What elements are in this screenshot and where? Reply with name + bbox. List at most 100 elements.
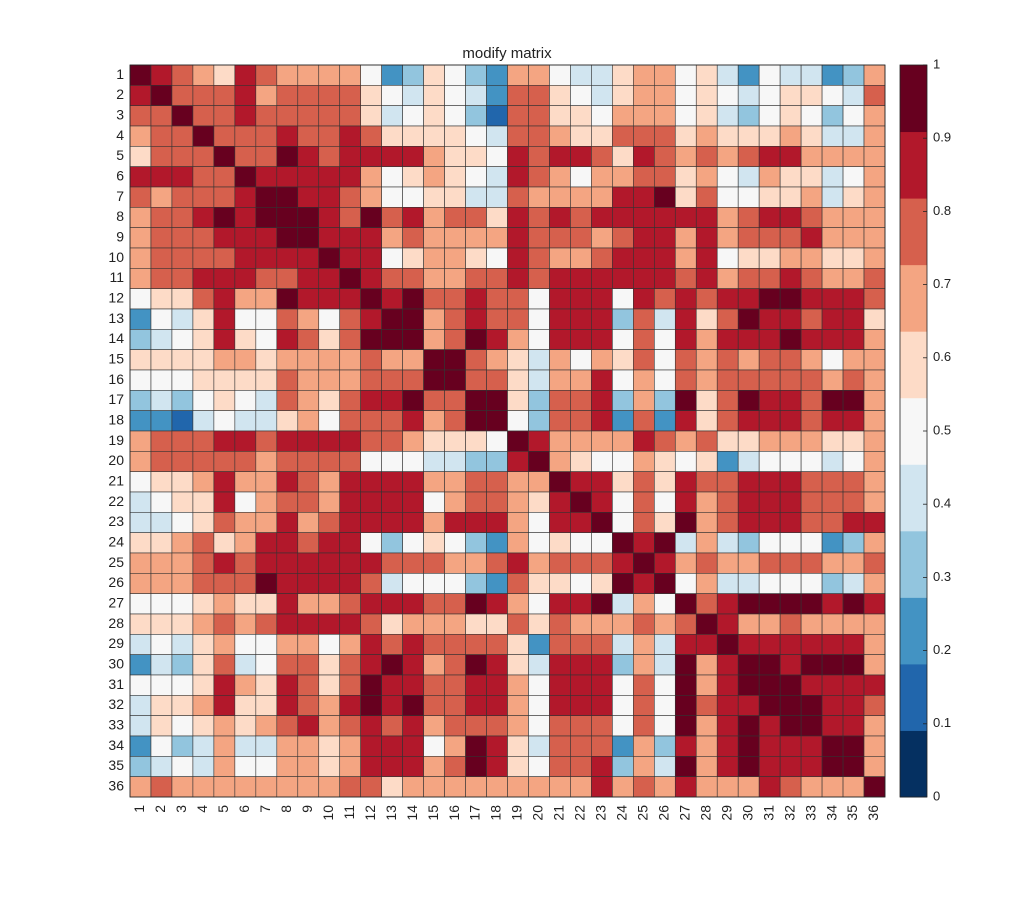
heatmap-cell [800, 613, 823, 635]
heatmap-cell [255, 735, 278, 757]
heatmap-cell [779, 695, 802, 716]
heatmap-cell [171, 146, 194, 167]
heatmap-cell [297, 613, 320, 635]
colorbar-segment [900, 663, 927, 731]
heatmap-cell [633, 715, 655, 737]
heatmap-cell [737, 207, 760, 228]
heatmap-cell [633, 64, 655, 86]
colorbar-tick-label: 0.9 [933, 130, 951, 145]
heatmap-cell [528, 207, 550, 228]
heatmap-cell [737, 288, 760, 310]
heatmap-cell [360, 227, 382, 249]
heatmap-cell [779, 369, 802, 391]
heatmap-cell [821, 451, 844, 472]
heatmap-cell [465, 471, 487, 493]
heatmap-cell [507, 715, 529, 737]
heatmap-cell [360, 207, 382, 228]
heatmap-cell [297, 634, 320, 655]
heatmap-cell [339, 410, 361, 432]
heatmap-cell [737, 573, 760, 594]
heatmap-cell [633, 695, 655, 716]
heatmap-cell [381, 329, 403, 350]
heatmap-cell [150, 349, 173, 371]
heatmap-cell [465, 105, 487, 127]
heatmap-cell [570, 715, 592, 737]
heatmap-cell [486, 85, 508, 106]
x-tick-label: 29 [718, 805, 734, 821]
heatmap-cell [360, 491, 382, 513]
heatmap-cell [863, 430, 886, 452]
heatmap-cell [507, 573, 529, 594]
heatmap-cell [171, 776, 194, 798]
heatmap-cell [150, 207, 173, 228]
heatmap-cell [381, 64, 403, 86]
heatmap-cell [737, 735, 760, 757]
heatmap-cell [800, 756, 823, 777]
y-tick-label: 35 [108, 757, 124, 773]
heatmap-cell [549, 125, 571, 147]
heatmap-cell [339, 64, 361, 86]
heatmap-cell [318, 776, 341, 798]
heatmap-cell [402, 756, 424, 777]
heatmap-cell [297, 369, 320, 391]
heatmap-cell [821, 349, 844, 371]
heatmap-cell [360, 430, 382, 452]
heatmap-cell [528, 268, 550, 289]
heatmap-cell [507, 105, 529, 127]
heatmap-cell [318, 512, 341, 533]
heatmap-cell [549, 64, 571, 86]
heatmap-cell [171, 105, 194, 127]
heatmap-cell [486, 207, 508, 228]
x-tick-label: 6 [236, 805, 252, 813]
heatmap-cell [318, 268, 341, 289]
heatmap-cell [507, 593, 529, 615]
heatmap-cell [234, 329, 257, 350]
x-tick-label: 28 [697, 805, 713, 821]
heatmap-cell [528, 308, 550, 330]
heatmap-cell [528, 166, 550, 188]
heatmap-cell [800, 105, 823, 127]
x-tick-label: 16 [446, 805, 462, 821]
heatmap-cell [213, 654, 236, 676]
heatmap-cell [381, 593, 403, 615]
heatmap-cell [150, 674, 173, 696]
heatmap-cell [612, 471, 634, 493]
heatmap-cell [528, 634, 550, 655]
heatmap-cell [381, 654, 403, 676]
heatmap-cell [213, 64, 236, 86]
heatmap-cell [423, 634, 445, 655]
heatmap-cell [758, 268, 781, 289]
heatmap-cell [591, 756, 613, 777]
heatmap-cell [779, 512, 802, 533]
heatmap-cell [674, 471, 697, 493]
heatmap-cell [591, 776, 613, 798]
heatmap-cell [465, 247, 487, 269]
heatmap-cell [402, 64, 424, 86]
heatmap-cell [402, 613, 424, 635]
heatmap-cell [402, 329, 424, 350]
heatmap-cell [633, 186, 655, 208]
heatmap-cell [423, 85, 445, 106]
heatmap-cell [444, 85, 466, 106]
heatmap-cell [444, 512, 466, 533]
heatmap-cell [234, 369, 257, 391]
heatmap-cell [528, 451, 550, 472]
heatmap-cell [716, 288, 739, 310]
heatmap-cell [674, 268, 697, 289]
heatmap-cell [171, 308, 194, 330]
heatmap-cell [528, 776, 550, 798]
y-tick-label: 16 [108, 371, 124, 387]
heatmap-cell [465, 451, 487, 472]
heatmap-cell [549, 715, 571, 737]
heatmap-cell [444, 349, 466, 371]
heatmap-cell [716, 593, 739, 615]
heatmap-cell [297, 85, 320, 106]
heatmap-cell [695, 410, 718, 432]
heatmap-cell [318, 207, 341, 228]
heatmap-cell [612, 85, 634, 106]
heatmap-cell [150, 654, 173, 676]
heatmap-cell [716, 390, 739, 411]
heatmap-cell [171, 613, 194, 635]
heatmap-cell [423, 410, 445, 432]
heatmap-cell [800, 532, 823, 554]
